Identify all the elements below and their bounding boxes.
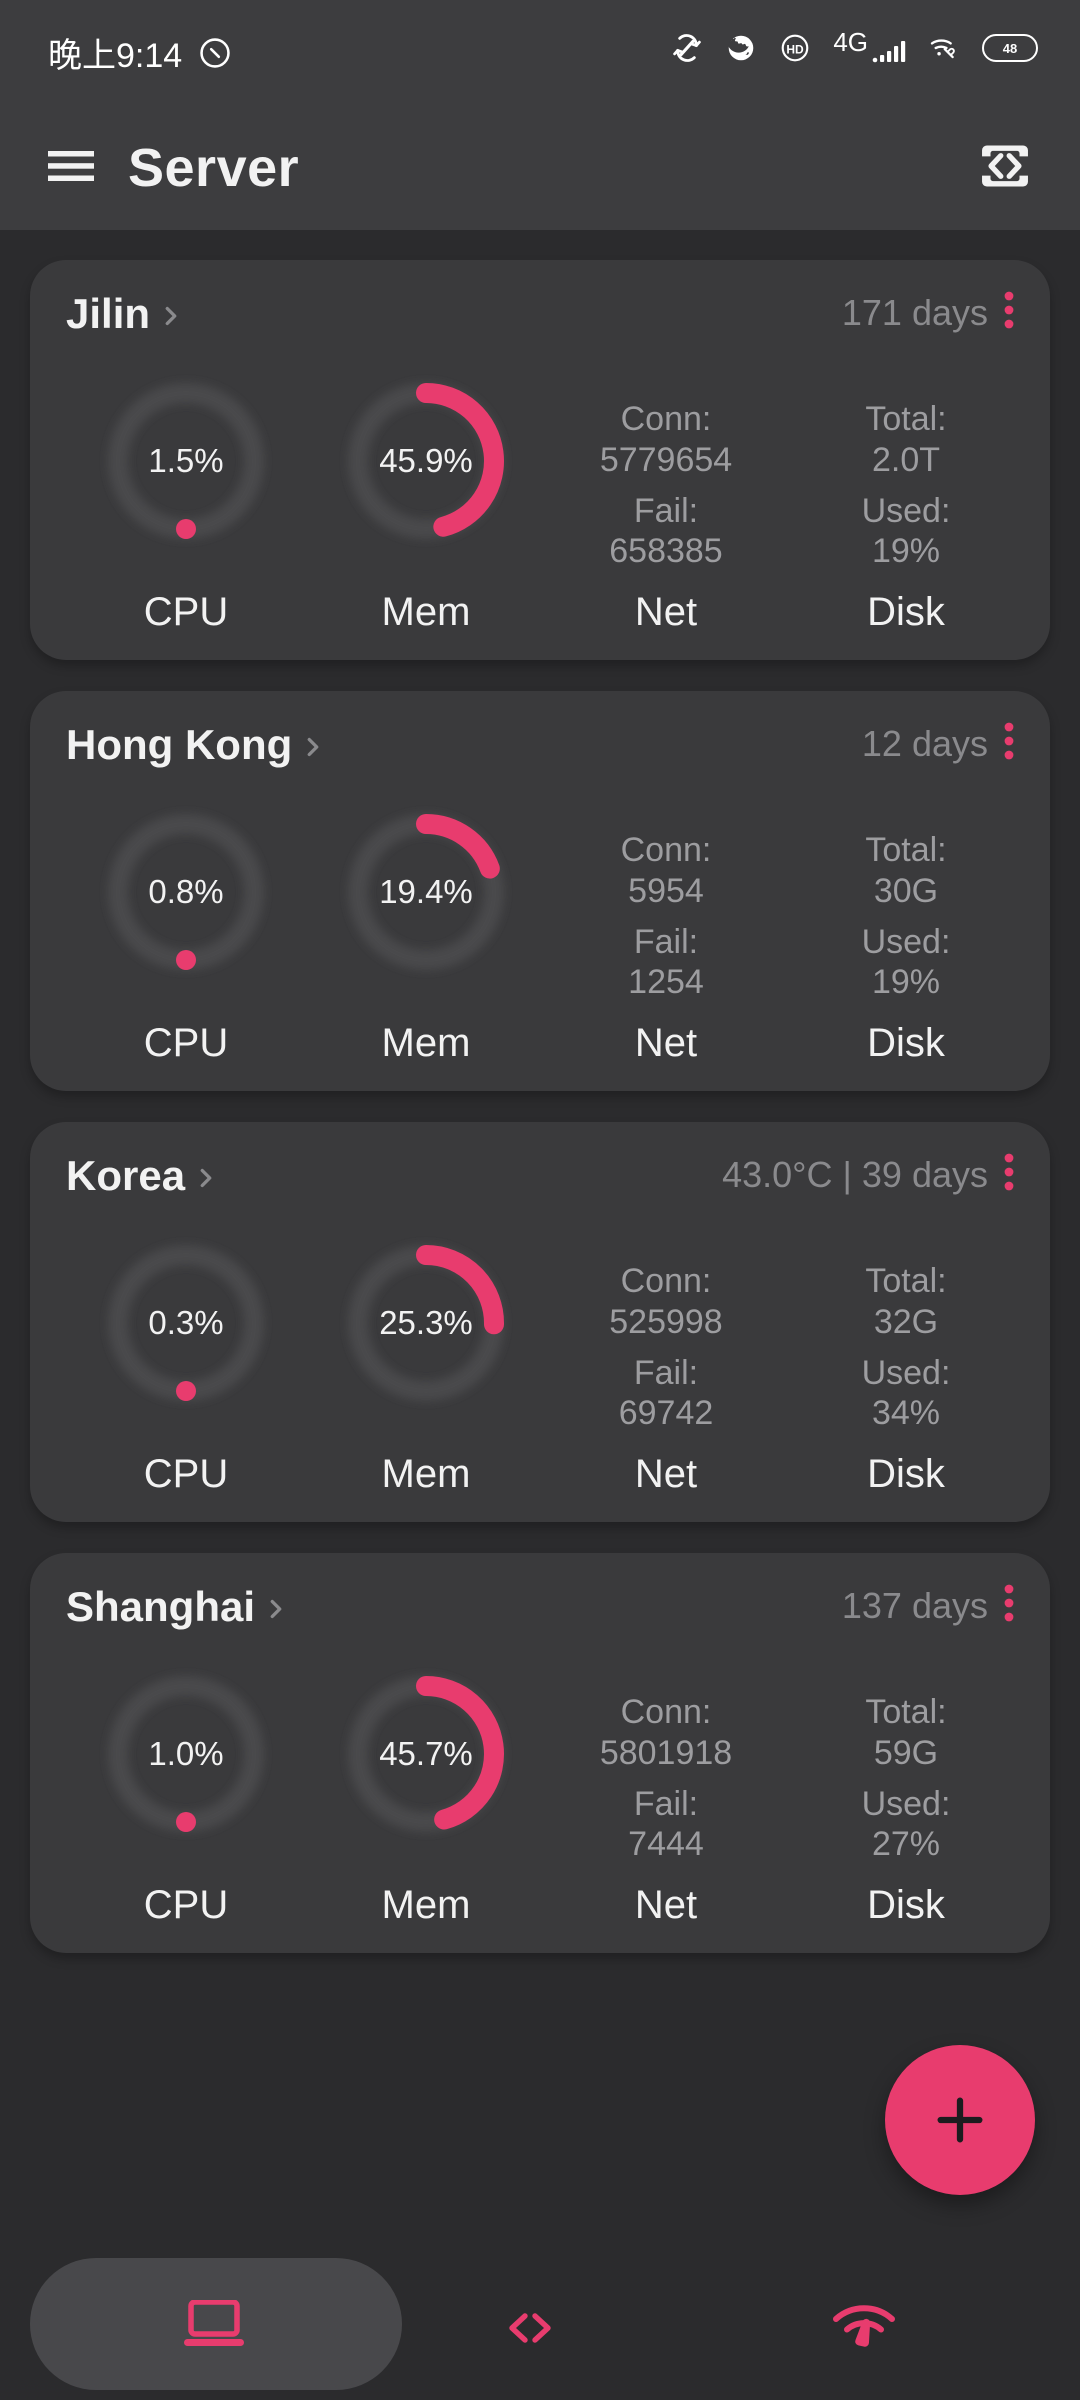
- svg-text:48: 48: [1003, 41, 1017, 56]
- svg-text:HD: HD: [787, 42, 805, 56]
